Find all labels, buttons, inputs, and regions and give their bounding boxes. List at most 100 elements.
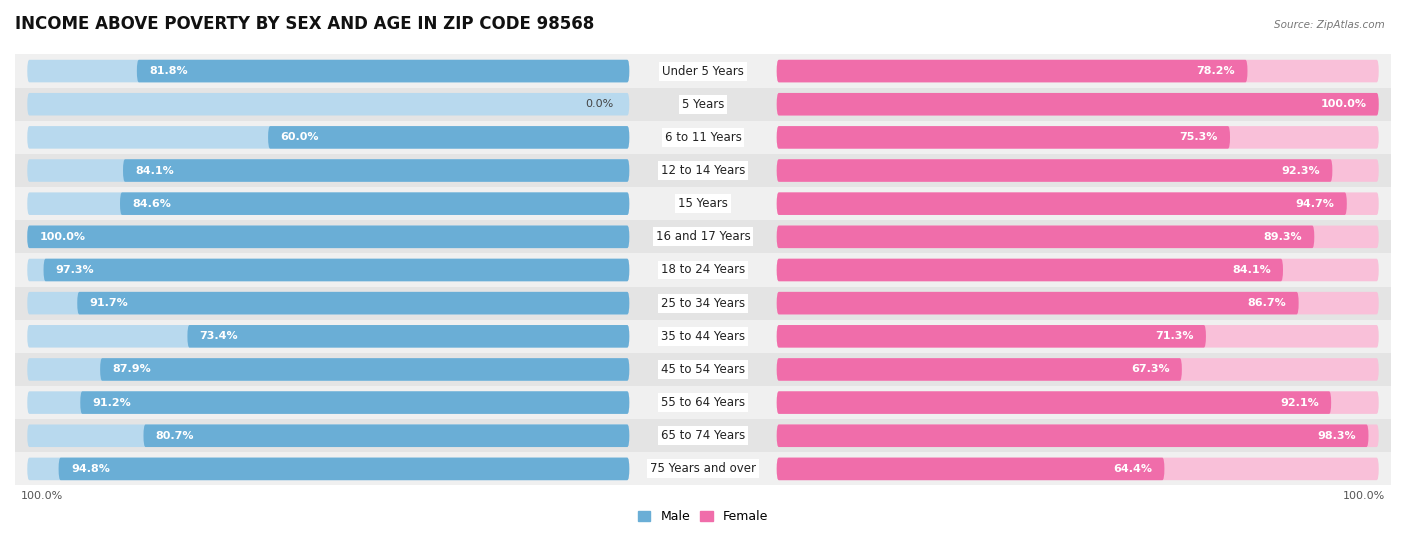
FancyBboxPatch shape [59, 458, 630, 480]
FancyBboxPatch shape [776, 424, 1379, 447]
FancyBboxPatch shape [776, 325, 1379, 348]
FancyBboxPatch shape [27, 192, 630, 215]
Bar [0, 253, 1406, 287]
Bar [0, 54, 1406, 88]
FancyBboxPatch shape [776, 458, 1379, 480]
Text: Source: ZipAtlas.com: Source: ZipAtlas.com [1274, 20, 1385, 30]
FancyBboxPatch shape [776, 358, 1182, 381]
FancyBboxPatch shape [776, 192, 1379, 215]
FancyBboxPatch shape [27, 93, 630, 116]
Text: Under 5 Years: Under 5 Years [662, 65, 744, 78]
FancyBboxPatch shape [27, 159, 630, 182]
FancyBboxPatch shape [776, 93, 1379, 116]
FancyBboxPatch shape [776, 159, 1333, 182]
Text: 16 and 17 Years: 16 and 17 Years [655, 230, 751, 243]
Text: 100.0%: 100.0% [1343, 491, 1385, 501]
Text: 81.8%: 81.8% [149, 66, 188, 76]
Text: 80.7%: 80.7% [156, 431, 194, 440]
FancyBboxPatch shape [27, 126, 630, 149]
Text: 86.7%: 86.7% [1247, 298, 1286, 308]
Text: 92.3%: 92.3% [1281, 165, 1320, 176]
Bar [0, 187, 1406, 220]
FancyBboxPatch shape [27, 226, 630, 248]
FancyBboxPatch shape [136, 60, 630, 82]
FancyBboxPatch shape [776, 259, 1379, 281]
Text: 0.0%: 0.0% [586, 100, 614, 109]
FancyBboxPatch shape [27, 226, 630, 248]
FancyBboxPatch shape [44, 259, 630, 281]
FancyBboxPatch shape [27, 358, 630, 381]
Text: 64.4%: 64.4% [1114, 464, 1152, 474]
Text: 94.7%: 94.7% [1296, 198, 1334, 209]
Bar [0, 320, 1406, 353]
Text: 65 to 74 Years: 65 to 74 Years [661, 429, 745, 442]
FancyBboxPatch shape [27, 292, 630, 314]
Bar [0, 154, 1406, 187]
FancyBboxPatch shape [776, 93, 1379, 116]
FancyBboxPatch shape [776, 259, 1284, 281]
FancyBboxPatch shape [27, 325, 630, 348]
Text: 100.0%: 100.0% [39, 232, 86, 242]
Text: 97.3%: 97.3% [56, 265, 94, 275]
Text: 35 to 44 Years: 35 to 44 Years [661, 330, 745, 343]
Text: INCOME ABOVE POVERTY BY SEX AND AGE IN ZIP CODE 98568: INCOME ABOVE POVERTY BY SEX AND AGE IN Z… [15, 15, 595, 33]
Text: 55 to 64 Years: 55 to 64 Years [661, 396, 745, 409]
Bar [0, 452, 1406, 485]
FancyBboxPatch shape [776, 391, 1379, 414]
Text: 100.0%: 100.0% [1320, 100, 1367, 109]
FancyBboxPatch shape [776, 192, 1347, 215]
FancyBboxPatch shape [776, 126, 1230, 149]
Bar [0, 419, 1406, 452]
Text: 5 Years: 5 Years [682, 98, 724, 111]
Text: 84.6%: 84.6% [132, 198, 172, 209]
Text: 15 Years: 15 Years [678, 197, 728, 210]
FancyBboxPatch shape [27, 458, 630, 480]
FancyBboxPatch shape [776, 60, 1379, 82]
Text: 25 to 34 Years: 25 to 34 Years [661, 297, 745, 310]
Text: 87.9%: 87.9% [112, 364, 152, 375]
Bar [0, 88, 1406, 121]
Text: 98.3%: 98.3% [1317, 431, 1357, 440]
Text: 91.7%: 91.7% [90, 298, 128, 308]
Text: 75.3%: 75.3% [1180, 132, 1218, 143]
Bar [0, 386, 1406, 419]
Text: 91.2%: 91.2% [93, 397, 131, 408]
FancyBboxPatch shape [122, 159, 630, 182]
FancyBboxPatch shape [80, 391, 630, 414]
Text: 92.1%: 92.1% [1279, 397, 1319, 408]
Text: 94.8%: 94.8% [70, 464, 110, 474]
FancyBboxPatch shape [143, 424, 630, 447]
Bar [0, 220, 1406, 253]
Text: 67.3%: 67.3% [1130, 364, 1170, 375]
FancyBboxPatch shape [27, 60, 630, 82]
Text: 12 to 14 Years: 12 to 14 Years [661, 164, 745, 177]
Text: 45 to 54 Years: 45 to 54 Years [661, 363, 745, 376]
FancyBboxPatch shape [776, 159, 1379, 182]
Text: 6 to 11 Years: 6 to 11 Years [665, 131, 741, 144]
FancyBboxPatch shape [776, 458, 1164, 480]
FancyBboxPatch shape [776, 60, 1247, 82]
Text: 84.1%: 84.1% [1232, 265, 1271, 275]
FancyBboxPatch shape [776, 424, 1368, 447]
Text: 73.4%: 73.4% [200, 331, 239, 342]
FancyBboxPatch shape [776, 226, 1315, 248]
FancyBboxPatch shape [776, 292, 1299, 314]
Text: 84.1%: 84.1% [135, 165, 174, 176]
FancyBboxPatch shape [77, 292, 630, 314]
FancyBboxPatch shape [269, 126, 630, 149]
FancyBboxPatch shape [187, 325, 630, 348]
Text: 60.0%: 60.0% [280, 132, 319, 143]
Text: 78.2%: 78.2% [1197, 66, 1236, 76]
FancyBboxPatch shape [27, 391, 630, 414]
Text: 89.3%: 89.3% [1264, 232, 1302, 242]
FancyBboxPatch shape [776, 325, 1206, 348]
FancyBboxPatch shape [776, 358, 1379, 381]
FancyBboxPatch shape [776, 226, 1379, 248]
Bar [0, 287, 1406, 320]
FancyBboxPatch shape [120, 192, 630, 215]
FancyBboxPatch shape [776, 292, 1379, 314]
FancyBboxPatch shape [27, 424, 630, 447]
Text: 18 to 24 Years: 18 to 24 Years [661, 263, 745, 277]
FancyBboxPatch shape [776, 391, 1331, 414]
Text: 71.3%: 71.3% [1156, 331, 1194, 342]
